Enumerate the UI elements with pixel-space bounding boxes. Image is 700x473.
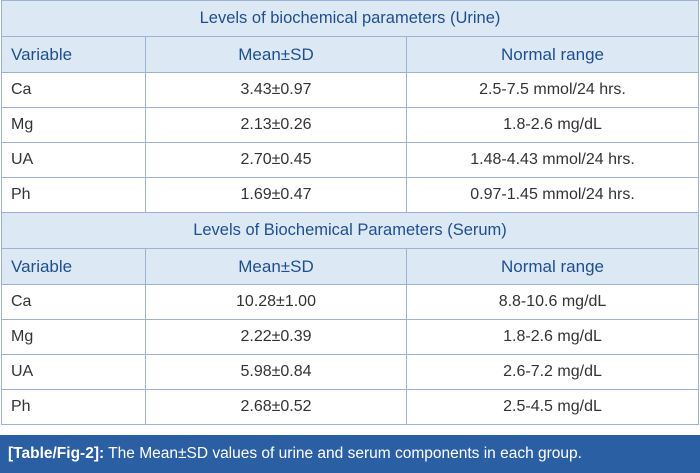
table-row: Ca 10.28±1.00 8.8-10.6 mg/dL <box>1 284 700 320</box>
mean-sd-cell: 1.69±0.47 <box>145 177 407 213</box>
normal-range-cell: 8.8-10.6 mg/dL <box>405 284 700 320</box>
variable-cell: UA <box>1 142 146 178</box>
parameters-table: Levels of biochemical parameters (Urine)… <box>0 0 700 425</box>
serum-section-title: Levels of Biochemical Parameters (Serum) <box>0 212 700 249</box>
serum-section-row: Levels of Biochemical Parameters (Serum) <box>0 212 700 249</box>
mean-sd-cell: 2.70±0.45 <box>145 142 407 178</box>
table-row: Ca 3.43±0.97 2.5-7.5 mmol/24 hrs. <box>1 72 700 108</box>
urine-section-row: Levels of biochemical parameters (Urine) <box>0 0 700 37</box>
table-row: UA 5.98±0.84 2.6-7.2 mg/dL <box>1 354 700 390</box>
variable-cell: Mg <box>1 319 146 355</box>
column-header-variable: Variable <box>1 36 146 73</box>
normal-range-cell: 0.97-1.45 mmol/24 hrs. <box>405 177 700 213</box>
normal-range-cell: 2.5-4.5 mg/dL <box>405 389 700 425</box>
variable-cell: Ph <box>1 177 146 213</box>
mean-sd-cell: 3.43±0.97 <box>145 72 407 108</box>
variable-cell: Ca <box>1 72 146 108</box>
urine-section-title: Levels of biochemical parameters (Urine) <box>0 0 700 37</box>
mean-sd-cell: 2.13±0.26 <box>145 107 407 143</box>
normal-range-cell: 1.8-2.6 mg/dL <box>405 107 700 143</box>
variable-cell: Ph <box>1 389 146 425</box>
column-header-mean-sd: Mean±SD <box>145 36 407 73</box>
variable-cell: UA <box>1 354 146 390</box>
variable-cell: Ca <box>1 284 146 320</box>
variable-cell: Mg <box>1 107 146 143</box>
caption-text: The Mean±SD values of urine and serum co… <box>104 445 582 462</box>
figure-caption: [Table/Fig-2]: The Mean±SD values of uri… <box>0 435 700 473</box>
table-row: Ph 1.69±0.47 0.97-1.45 mmol/24 hrs. <box>1 177 700 213</box>
table-row: Mg 2.22±0.39 1.8-2.6 mg/dL <box>1 319 700 355</box>
column-header-normal-range: Normal range <box>405 248 700 285</box>
table-row: Mg 2.13±0.26 1.8-2.6 mg/dL <box>1 107 700 143</box>
table-row: UA 2.70±0.45 1.48-4.43 mmol/24 hrs. <box>1 142 700 178</box>
normal-range-cell: 2.5-7.5 mmol/24 hrs. <box>405 72 700 108</box>
normal-range-cell: 1.48-4.43 mmol/24 hrs. <box>405 142 700 178</box>
mean-sd-cell: 2.22±0.39 <box>145 319 407 355</box>
normal-range-cell: 2.6-7.2 mg/dL <box>405 354 700 390</box>
table-row: Ph 2.68±0.52 2.5-4.5 mg/dL <box>1 389 700 425</box>
mean-sd-cell: 2.68±0.52 <box>145 389 407 425</box>
column-header-variable: Variable <box>1 248 146 285</box>
serum-header-row: Variable Mean±SD Normal range <box>1 248 700 285</box>
column-header-normal-range: Normal range <box>405 36 700 73</box>
caption-label: [Table/Fig-2]: <box>8 445 105 462</box>
column-header-mean-sd: Mean±SD <box>145 248 407 285</box>
normal-range-cell: 1.8-2.6 mg/dL <box>405 319 700 355</box>
mean-sd-cell: 10.28±1.00 <box>145 284 407 320</box>
mean-sd-cell: 5.98±0.84 <box>145 354 407 390</box>
urine-header-row: Variable Mean±SD Normal range <box>1 36 700 73</box>
